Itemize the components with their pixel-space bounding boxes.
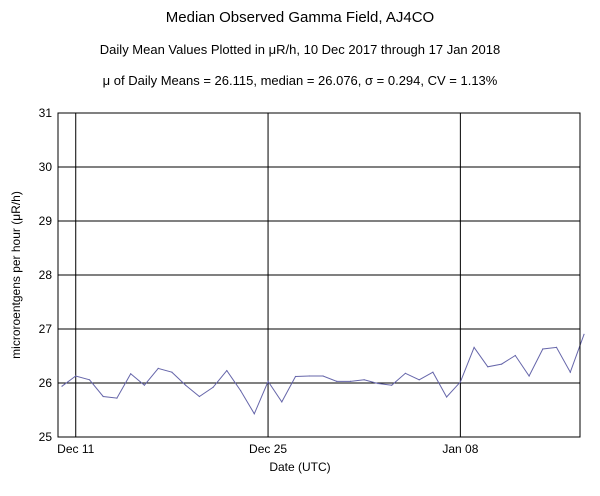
data-point [102,395,104,398]
data-point [363,379,365,381]
data-point [226,370,228,372]
y-tick-label: 28 [39,268,53,282]
x-tick-labels: Dec 11 Dec 25 Jan 08 [57,442,479,456]
y-tick-labels: 25 26 27 28 29 30 31 [39,106,53,444]
data-point [487,366,489,368]
data-point [377,382,379,385]
chart-stats-line: μ of Daily Means = 26.115, median = 26.0… [102,73,498,88]
series-line [61,334,585,415]
data-point [432,371,434,373]
horizontal-gridlines [58,112,580,438]
data-point [61,385,63,387]
data-point [240,390,242,392]
y-tick-label: 27 [39,322,53,336]
data-point [157,367,159,369]
vertical-gridlines [75,113,461,437]
data-point [501,363,503,365]
data-point [514,354,516,357]
chart-subtitle: Daily Mean Values Plotted in μR/h, 10 De… [99,42,501,57]
x-tick-label: Dec 11 [57,442,94,456]
y-tick-label: 25 [39,430,53,444]
data-point [253,413,255,415]
data-point [528,375,530,377]
data-point [349,380,352,382]
data-points [61,333,585,415]
chart-title: Median Observed Gamma Field, AJ4CO [165,9,435,26]
data-point [542,348,544,350]
data-point [281,401,283,403]
data-point [459,381,461,383]
data-point [75,375,77,377]
data-point [473,346,475,348]
y-tick-label: 29 [39,214,53,228]
data-point [391,384,393,386]
data-point [212,386,214,388]
data-point [336,380,338,382]
data-point [267,380,269,382]
y-tick-label: 31 [39,106,53,120]
data-point [446,396,448,398]
data-point [88,379,91,381]
y-tick-label: 30 [39,160,53,174]
data-point [143,384,145,386]
data-point [185,384,187,386]
data-point [418,379,420,381]
data-point [404,372,406,374]
x-tick-label: Dec 25 [249,442,287,456]
x-axis-label: Date (UTC) [269,460,331,474]
data-point [130,373,132,375]
data-point [294,375,297,378]
data-point [555,346,558,348]
plot-frame [57,112,581,438]
data-point [116,397,118,399]
y-tick-label: 26 [39,376,53,390]
x-tick-label: Jan 08 [442,442,478,456]
data-point [171,371,173,373]
data-point [583,333,585,335]
y-axis-label: microroentgens per hour (μR/h) [9,191,23,359]
data-point [198,395,200,398]
data-point [569,371,571,373]
data-point [322,375,324,377]
data-point [308,375,310,377]
